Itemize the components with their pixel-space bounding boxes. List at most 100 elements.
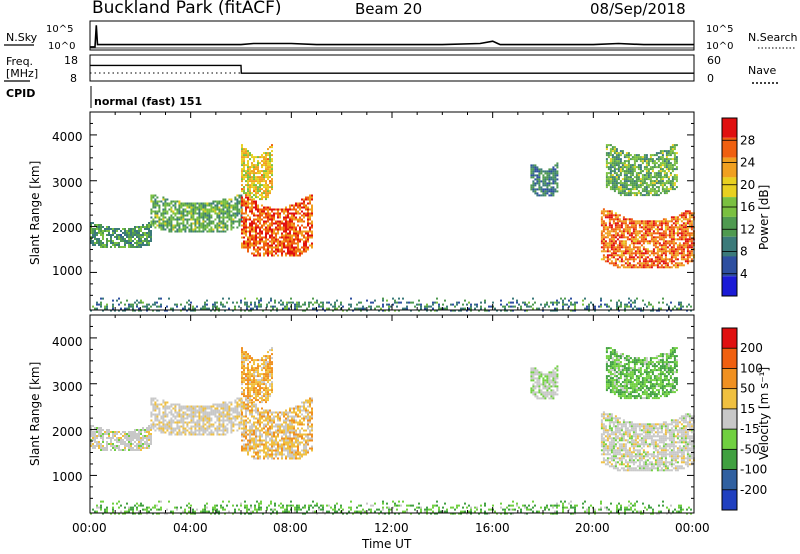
echo-cell [255,166,257,169]
echo-cell [550,168,553,171]
echo-cell [614,214,617,217]
echo-cell [92,222,94,224]
echo-cell [174,212,177,215]
echo-cell [134,445,136,447]
echo-cell [186,413,189,416]
echo-cell [154,194,157,197]
echo-cell [661,188,664,191]
echo-cell [663,172,666,175]
echo-cell [192,419,195,422]
echo-cell [138,435,140,437]
echo-cell [234,214,237,217]
echo-cell [206,427,209,430]
echo-cell [605,176,608,179]
echo-cell [122,238,124,240]
echo-cell [230,417,233,420]
echo-cell [148,439,150,441]
echo-cell [112,240,114,242]
echo-cell [261,180,263,183]
echo-cell [232,415,235,418]
echo-cell [267,208,269,211]
echo-cell [243,186,245,189]
echo-cell [168,222,171,225]
echo-cell [652,248,655,251]
echo-cell [622,230,625,233]
echo-cell [128,230,130,232]
echo-cell [98,242,100,244]
echo-cell [144,429,146,431]
echo-cell [642,266,645,269]
echo-cell [666,266,669,269]
echo-cell [218,427,221,430]
echo-cell [686,244,689,247]
echo-cell [130,441,132,443]
echo-cell [666,264,669,267]
echo-cell [322,303,324,306]
echo-cell [670,248,673,251]
echo-cell [602,222,605,225]
echo-cell [94,232,96,234]
echo-cell [249,234,251,237]
echo-cell [669,186,672,189]
echo-cell [241,210,243,213]
echo-cell [249,186,251,189]
echo-cell [662,258,665,261]
echo-cell [241,359,243,362]
echo-cell [92,234,94,236]
echo-cell [675,168,678,171]
echo-cell [305,214,307,217]
echo-cell [620,220,623,223]
echo-cell [106,242,108,244]
echo-cell [528,301,530,304]
echo-cell [630,264,633,267]
echo-cell [678,236,681,239]
echo-cell [635,186,638,189]
echo-cell [178,230,181,233]
echo-cell [259,226,261,229]
echo-cell [650,260,653,263]
echo-cell [241,246,243,249]
echo-cell [408,301,410,304]
echo-cell [674,242,677,245]
echo-cell [667,188,670,191]
echo-cell [176,218,179,221]
echo-cell [536,307,538,310]
echo-cell [126,240,128,242]
echo-cell [620,232,623,235]
echo-cell [690,254,693,257]
echo-cell [257,210,259,213]
date-title: 08/Sep/2018 [590,0,686,18]
echo-cell [92,431,94,433]
echo-cell [668,232,671,235]
echo-cell [673,188,676,191]
echo-cell [297,240,299,243]
echo-cell [241,212,243,215]
echo-cell [170,433,173,436]
echo-cell [570,309,572,312]
echo-cell [269,166,271,169]
echo-cell [241,355,243,358]
echo-cell [226,206,229,209]
echo-cell [146,443,148,445]
echo-cell [241,236,243,239]
echo-cell [247,164,249,167]
echo-cell [608,240,611,243]
echo-cell [622,218,625,221]
echo-cell [230,216,233,219]
echo-cell [152,220,155,223]
echo-cell [642,299,644,302]
echo-cell [605,146,608,149]
echo-cell [604,216,607,219]
echo-cell [144,431,146,433]
echo-cell [150,234,152,236]
echo-cell [92,305,94,308]
echo-cell [265,240,267,243]
power-cbar-tick-label: 20 [740,178,755,192]
echo-cell [136,447,138,449]
echo-cell [174,202,177,205]
echo-cell [253,158,255,161]
echo-cell [628,246,631,249]
echo-cell [241,200,243,203]
echo-cell [224,405,227,408]
echo-cell [266,303,268,306]
